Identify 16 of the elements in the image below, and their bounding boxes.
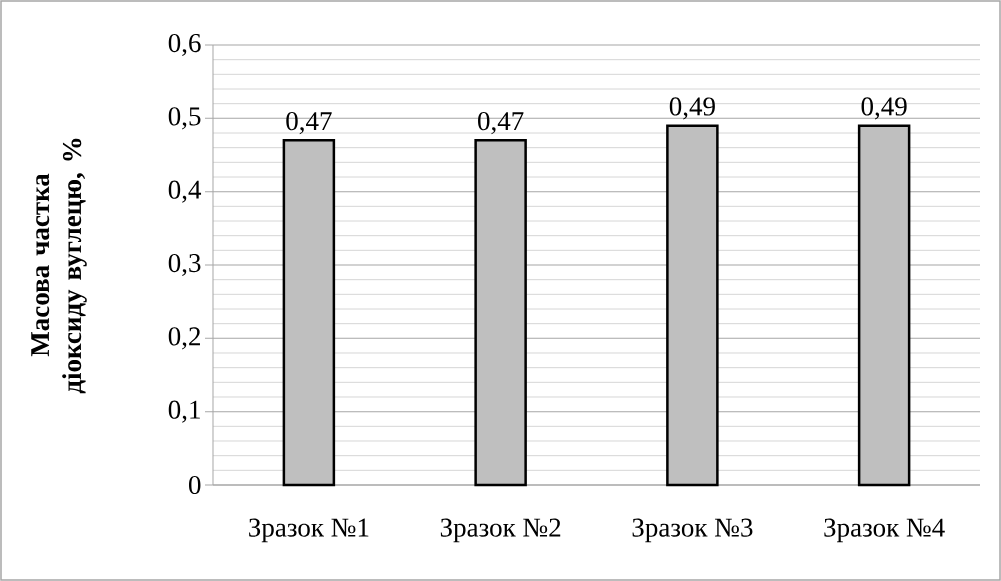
data-label: 0,49 <box>861 97 907 120</box>
data-label: 0,47 <box>478 112 524 135</box>
data-label: 0,47 <box>286 112 332 135</box>
x-tick-label: Зразок №3 <box>632 518 753 543</box>
y-axis-title: Масова частка діоксиду вуглецю, % <box>31 138 87 394</box>
y-tick-label: 0,4 <box>168 180 202 203</box>
y-tick-label: 0 <box>189 475 201 495</box>
y-tick-label: 0,5 <box>168 107 201 130</box>
x-tick-label: Зразок №1 <box>249 518 369 543</box>
x-tick-label: Зразок №4 <box>824 518 945 543</box>
y-tick-label: 0,1 <box>168 400 200 423</box>
y-tick-label: 0,2 <box>168 327 200 350</box>
y-tick-label: 0,6 <box>168 33 201 57</box>
y-tick-label: 0,3 <box>168 253 201 277</box>
x-tick-label: Зразок №2 <box>440 518 561 543</box>
data-label: 0,49 <box>669 97 715 120</box>
